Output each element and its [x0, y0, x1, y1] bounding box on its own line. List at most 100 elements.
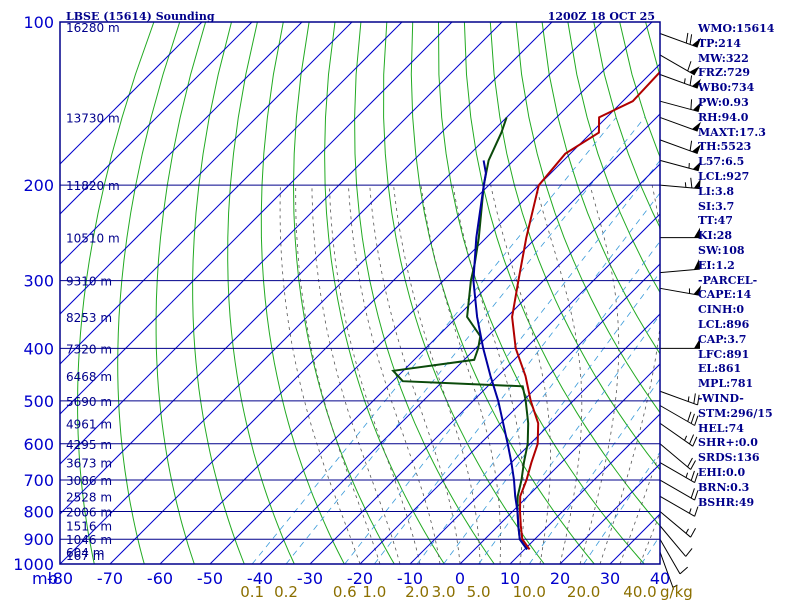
- index-line: FRZ:729: [698, 66, 751, 80]
- mixing-ratio-line: [285, 117, 645, 564]
- index-line: HEL:74: [698, 421, 744, 435]
- index-line: PW:0.93: [698, 95, 749, 109]
- wind-barbs: [659, 32, 702, 590]
- index-line: TT:47: [698, 214, 733, 228]
- wind-barb: [659, 525, 693, 557]
- pressure-tick-label: 400: [23, 339, 54, 358]
- mixing-ratio-line: [251, 117, 617, 564]
- mixing-ratio-line: [528, 378, 660, 564]
- dry-adiabat: [383, 22, 545, 564]
- wind-barb: [659, 462, 699, 484]
- index-line: SRDS:136: [698, 451, 760, 465]
- temperature-tick-label: -20: [347, 569, 373, 588]
- height-label: 3673 m: [66, 457, 112, 471]
- isotherm: [559, 463, 660, 564]
- index-line: EHI:0.0: [698, 465, 746, 479]
- index-line: MPL:781: [698, 377, 754, 391]
- index-line: CINH:0: [698, 303, 745, 317]
- index-line: SW:108: [698, 243, 745, 257]
- wind-barb: [659, 177, 701, 190]
- temperature-tick-label: -80: [47, 569, 73, 588]
- height-label: 4961 m: [66, 417, 112, 431]
- wind-barb: [659, 32, 702, 48]
- height-label: 4295 m: [66, 438, 112, 452]
- index-line: CAPE:14: [698, 288, 752, 302]
- dry-adiabats: [77, 22, 660, 564]
- height-label: 16280 m: [66, 21, 120, 35]
- wind-barb: [659, 116, 702, 132]
- height-label: 2006 m: [66, 505, 112, 519]
- height-label: 6468 m: [66, 370, 112, 384]
- mixing-ratio-tick-label: 0.1: [240, 583, 264, 600]
- height-label: 167 m: [66, 549, 104, 563]
- mixing-ratio-tick-label: 5.0: [467, 583, 491, 600]
- pressure-unit-label: mb: [32, 569, 58, 588]
- moist-adiabat: [369, 185, 461, 564]
- mixing-ratio-line: [478, 314, 660, 564]
- temperature-tick-labels: -80 -70 -60 -50 -40 -30 -20 -10 0 10 20 30 40: [47, 569, 670, 588]
- temperature-tick-label: 40: [650, 569, 670, 588]
- dry-adiabat: [192, 22, 245, 564]
- dry-adiabat: [541, 22, 660, 355]
- wind-barb: [659, 99, 702, 113]
- dry-adiabat: [117, 22, 181, 564]
- sounding-indices-panel: WMO:15614 TP:214 MW:322 FRZ:729 WB0:734 PW:0.…: [698, 22, 798, 510]
- height-label: 3086 m: [66, 474, 112, 488]
- wind-barb: [659, 139, 702, 155]
- mixing-ratio-tick-label: 3.0: [432, 583, 456, 600]
- temperature-tick-label: 20: [550, 569, 570, 588]
- wind-barb: [659, 443, 696, 470]
- height-label: 13730 m: [66, 111, 120, 125]
- isotherm: [60, 22, 253, 215]
- wind-barb: [659, 390, 700, 406]
- dry-adiabat: [324, 22, 445, 564]
- mixing-ratio-line: [416, 240, 660, 564]
- index-line: CAP:3.7: [698, 332, 747, 346]
- index-line: LI:3.8: [698, 184, 735, 198]
- height-label: 5690 m: [66, 395, 112, 409]
- wind-barb: [659, 159, 702, 172]
- mixing-ratio-line: [374, 192, 660, 564]
- moist-adiabat: [619, 450, 660, 564]
- mixing-ratio-tick-label: 20.0: [567, 583, 600, 600]
- index-line: EI:1.2: [698, 258, 735, 272]
- pressure-tick-label: 500: [23, 392, 54, 411]
- dry-adiabat: [260, 22, 345, 564]
- isotherm: [209, 113, 660, 564]
- mixing-ratio-tick-label: 10.0: [513, 583, 546, 600]
- temperature-tick-label: 10: [500, 569, 520, 588]
- index-line: STM:296/15: [698, 406, 773, 420]
- isotherm: [60, 22, 203, 165]
- index-line: -WIND-: [698, 391, 744, 405]
- index-line: -PARCEL-: [698, 273, 758, 287]
- sounding-traces: [391, 70, 660, 550]
- isotherm: [359, 263, 660, 564]
- isotherm: [109, 22, 653, 564]
- index-line: BRN:0.3: [698, 480, 750, 494]
- wind-barb: [660, 227, 700, 239]
- wind-barb: [659, 551, 678, 590]
- dry-adiabat: [155, 22, 207, 564]
- chart-time-label: 1200Z 18 OCT 25: [548, 10, 655, 23]
- wind-barb: [659, 285, 702, 296]
- height-label: 1516 m: [66, 520, 112, 534]
- mixing-ratio-line: [443, 271, 660, 564]
- wind-barb: [659, 495, 699, 517]
- temperature-trace: [511, 70, 660, 550]
- index-line: MAXT:17.3: [698, 125, 766, 139]
- height-label: 9310 m: [66, 275, 112, 289]
- dry-adiabat: [567, 22, 660, 294]
- height-label: 10510 m: [66, 232, 120, 246]
- mixing-ratio-tick-labels: 0.1 0.2 0.6 1.0 2.0 3.0 5.0 10.0 20.0 40.0: [240, 583, 657, 600]
- dry-adiabat: [515, 22, 660, 414]
- index-line: KI:28: [698, 229, 733, 243]
- index-line: SI:3.7: [698, 199, 735, 213]
- dry-adiabat: [227, 22, 295, 564]
- height-label: 8253 m: [66, 311, 112, 325]
- index-line: LFC:891: [698, 347, 750, 361]
- isotherm: [60, 22, 403, 365]
- wind-barb: [659, 538, 688, 575]
- pressure-tick-label: 900: [23, 530, 54, 549]
- index-line: WMO:15614: [698, 22, 775, 35]
